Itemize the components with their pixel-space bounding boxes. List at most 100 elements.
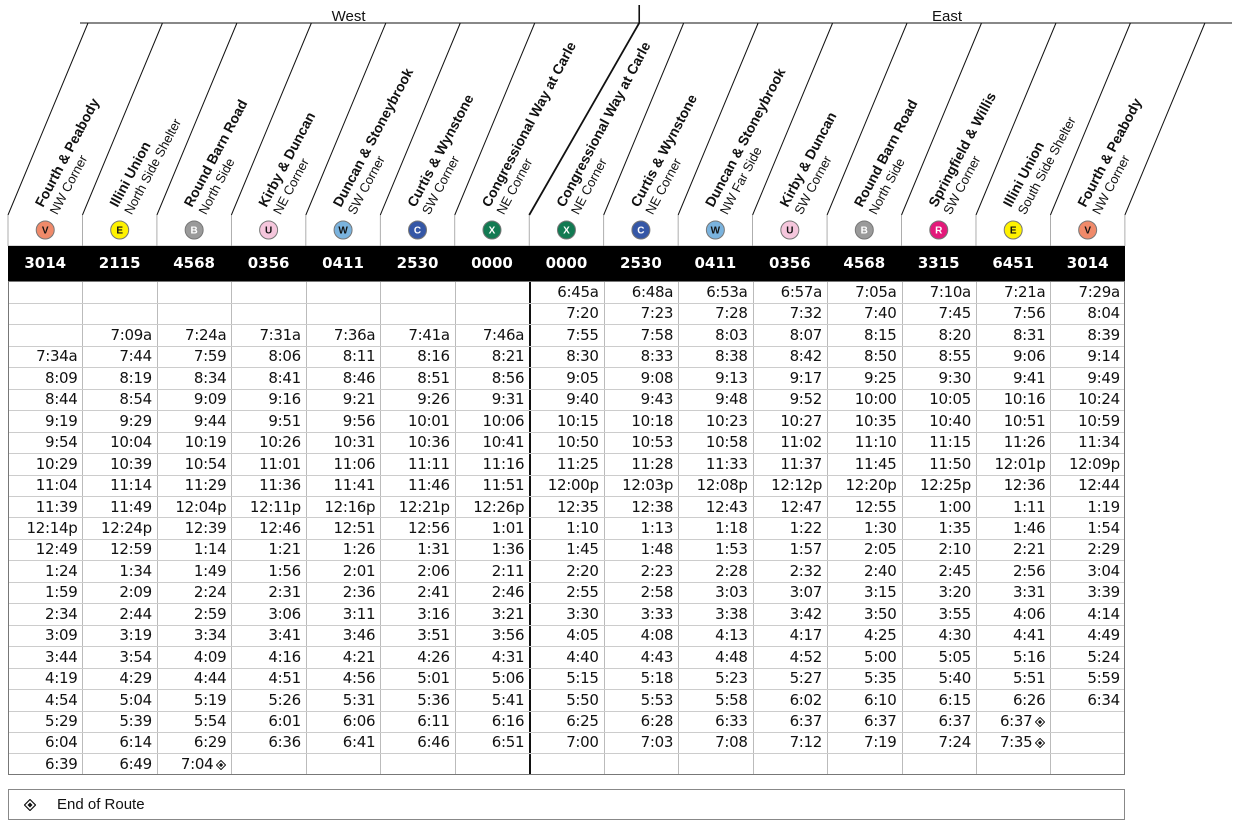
- time-text: 12:04p: [175, 497, 227, 516]
- time-text: 9:26: [417, 390, 450, 409]
- departure-time: 10:06: [456, 411, 529, 432]
- time-text: 1:00: [938, 497, 971, 516]
- time-text: 7:55: [566, 325, 599, 344]
- time-text: 9:19: [44, 411, 78, 430]
- column-divider: [603, 282, 605, 774]
- time-text: 2:32: [789, 561, 823, 580]
- departure-time: 2:11: [456, 561, 529, 582]
- time-text: 5:40: [938, 669, 971, 688]
- stop-code: 0356: [247, 254, 290, 272]
- departure-time: 5:31: [307, 690, 380, 711]
- time-text: 8:46: [342, 368, 376, 387]
- end-of-route-diamond-icon: [24, 799, 36, 811]
- time-text: 2:34: [44, 604, 78, 623]
- departure-time: 11:04: [9, 475, 82, 496]
- departure-time: 9:31: [456, 389, 529, 410]
- time-text: 5:00: [864, 647, 897, 666]
- departure-time: 7:05a: [828, 282, 901, 303]
- route-badge: [780, 220, 800, 240]
- time-text: 2:56: [1012, 561, 1046, 580]
- time-text: 6:37: [864, 712, 897, 730]
- time-text: 9:14: [1087, 347, 1120, 366]
- route-letter: X: [489, 226, 496, 237]
- time-text: 9:56: [342, 411, 376, 430]
- departure-time: 5:40: [903, 668, 976, 689]
- time-text: 1:01: [491, 518, 525, 537]
- time-text: 6:37: [999, 712, 1033, 730]
- departure-time: 6:16: [456, 711, 529, 732]
- departure-time: 3:07: [754, 582, 827, 603]
- departure-time: 7:36a: [307, 325, 380, 346]
- time-text: 11:11: [408, 454, 450, 473]
- departure-time: 10:24: [1051, 389, 1124, 410]
- time-text: 12:44: [1078, 476, 1120, 495]
- time-text: 5:19: [193, 690, 227, 709]
- departure-time: 10:31: [307, 432, 380, 453]
- time-text: 4:06: [1012, 604, 1046, 623]
- departure-time: 5:01: [381, 668, 454, 689]
- route-badge: [631, 220, 651, 240]
- time-text: 5:15: [566, 669, 599, 688]
- departure-time: 11:16: [456, 454, 529, 475]
- departure-time: 2:29: [1051, 539, 1124, 560]
- row-divider: [9, 496, 1124, 497]
- time-text: 7:03: [640, 733, 674, 752]
- time-text: 9:31: [491, 390, 525, 409]
- time-text: 4:30: [938, 626, 971, 645]
- time-text: 9:17: [789, 368, 823, 387]
- departure-time: 1:24: [9, 561, 82, 582]
- departure-time: 2:01: [307, 561, 380, 582]
- departure-time: 2:23: [605, 561, 678, 582]
- departure-time: 6:10: [828, 690, 901, 711]
- route-letter: U: [786, 226, 793, 237]
- departure-time: 3:15: [828, 582, 901, 603]
- timetable-grid: 6:45a 6:48a 6:53a 6:57a 7:05a 7:10a 7:21a 7:29a…: [8, 281, 1125, 775]
- departure-time: 3:42: [754, 604, 827, 625]
- time-text: 10:18: [631, 411, 674, 430]
- route-badge: [482, 220, 502, 240]
- departure-time: 4:31: [456, 647, 529, 668]
- end-of-route-diamond-icon: [1035, 717, 1046, 727]
- departure-time: 11:02: [754, 432, 827, 453]
- departure-time: 1:34: [83, 561, 156, 582]
- time-text: 2:45: [938, 561, 971, 580]
- time-text: 5:05: [938, 647, 971, 666]
- time-text: 11:26: [1003, 433, 1046, 452]
- time-text: 8:19: [119, 368, 152, 387]
- time-text: 5:27: [789, 669, 823, 688]
- departure-time: 7:59: [158, 346, 231, 367]
- time-text: 4:26: [417, 647, 450, 666]
- time-text: 6:34: [1087, 690, 1120, 709]
- time-text: 9:29: [119, 411, 152, 430]
- time-text: 11:29: [184, 476, 227, 495]
- departure-time: 9:56: [307, 411, 380, 432]
- time-text: 10:23: [705, 411, 748, 430]
- departure-time: 7:04: [158, 754, 231, 775]
- departure-time: 6:02: [754, 690, 827, 711]
- departure-time: 3:30: [530, 604, 603, 625]
- time-text: 8:16: [417, 347, 450, 366]
- direction-east: East: [932, 8, 963, 25]
- departure-time: 9:30: [903, 368, 976, 389]
- departure-time: 3:19: [83, 625, 156, 646]
- departure-time: 7:03: [605, 732, 678, 753]
- time-text: 3:07: [789, 583, 823, 602]
- time-text: 4:49: [1087, 626, 1120, 645]
- departure-time: 5:29: [9, 711, 82, 732]
- time-text: 2:24: [193, 583, 227, 602]
- departure-time: 12:04p: [158, 497, 231, 518]
- departure-time: 3:33: [605, 604, 678, 625]
- departure-time: 3:51: [381, 625, 454, 646]
- time-text: 8:11: [342, 347, 376, 366]
- departure-time: 6:25: [530, 711, 603, 732]
- departure-time: 3:41: [232, 625, 305, 646]
- departure-time: 2:21: [977, 539, 1050, 560]
- departure-time: 2:10: [903, 539, 976, 560]
- time-text: 5:01: [417, 669, 450, 688]
- departure-time: 5:58: [679, 690, 752, 711]
- stop-code: 0411: [694, 254, 737, 272]
- departure-time: 4:41: [977, 625, 1050, 646]
- time-text: 1:19: [1087, 497, 1120, 516]
- departure-time: 11:45: [828, 454, 901, 475]
